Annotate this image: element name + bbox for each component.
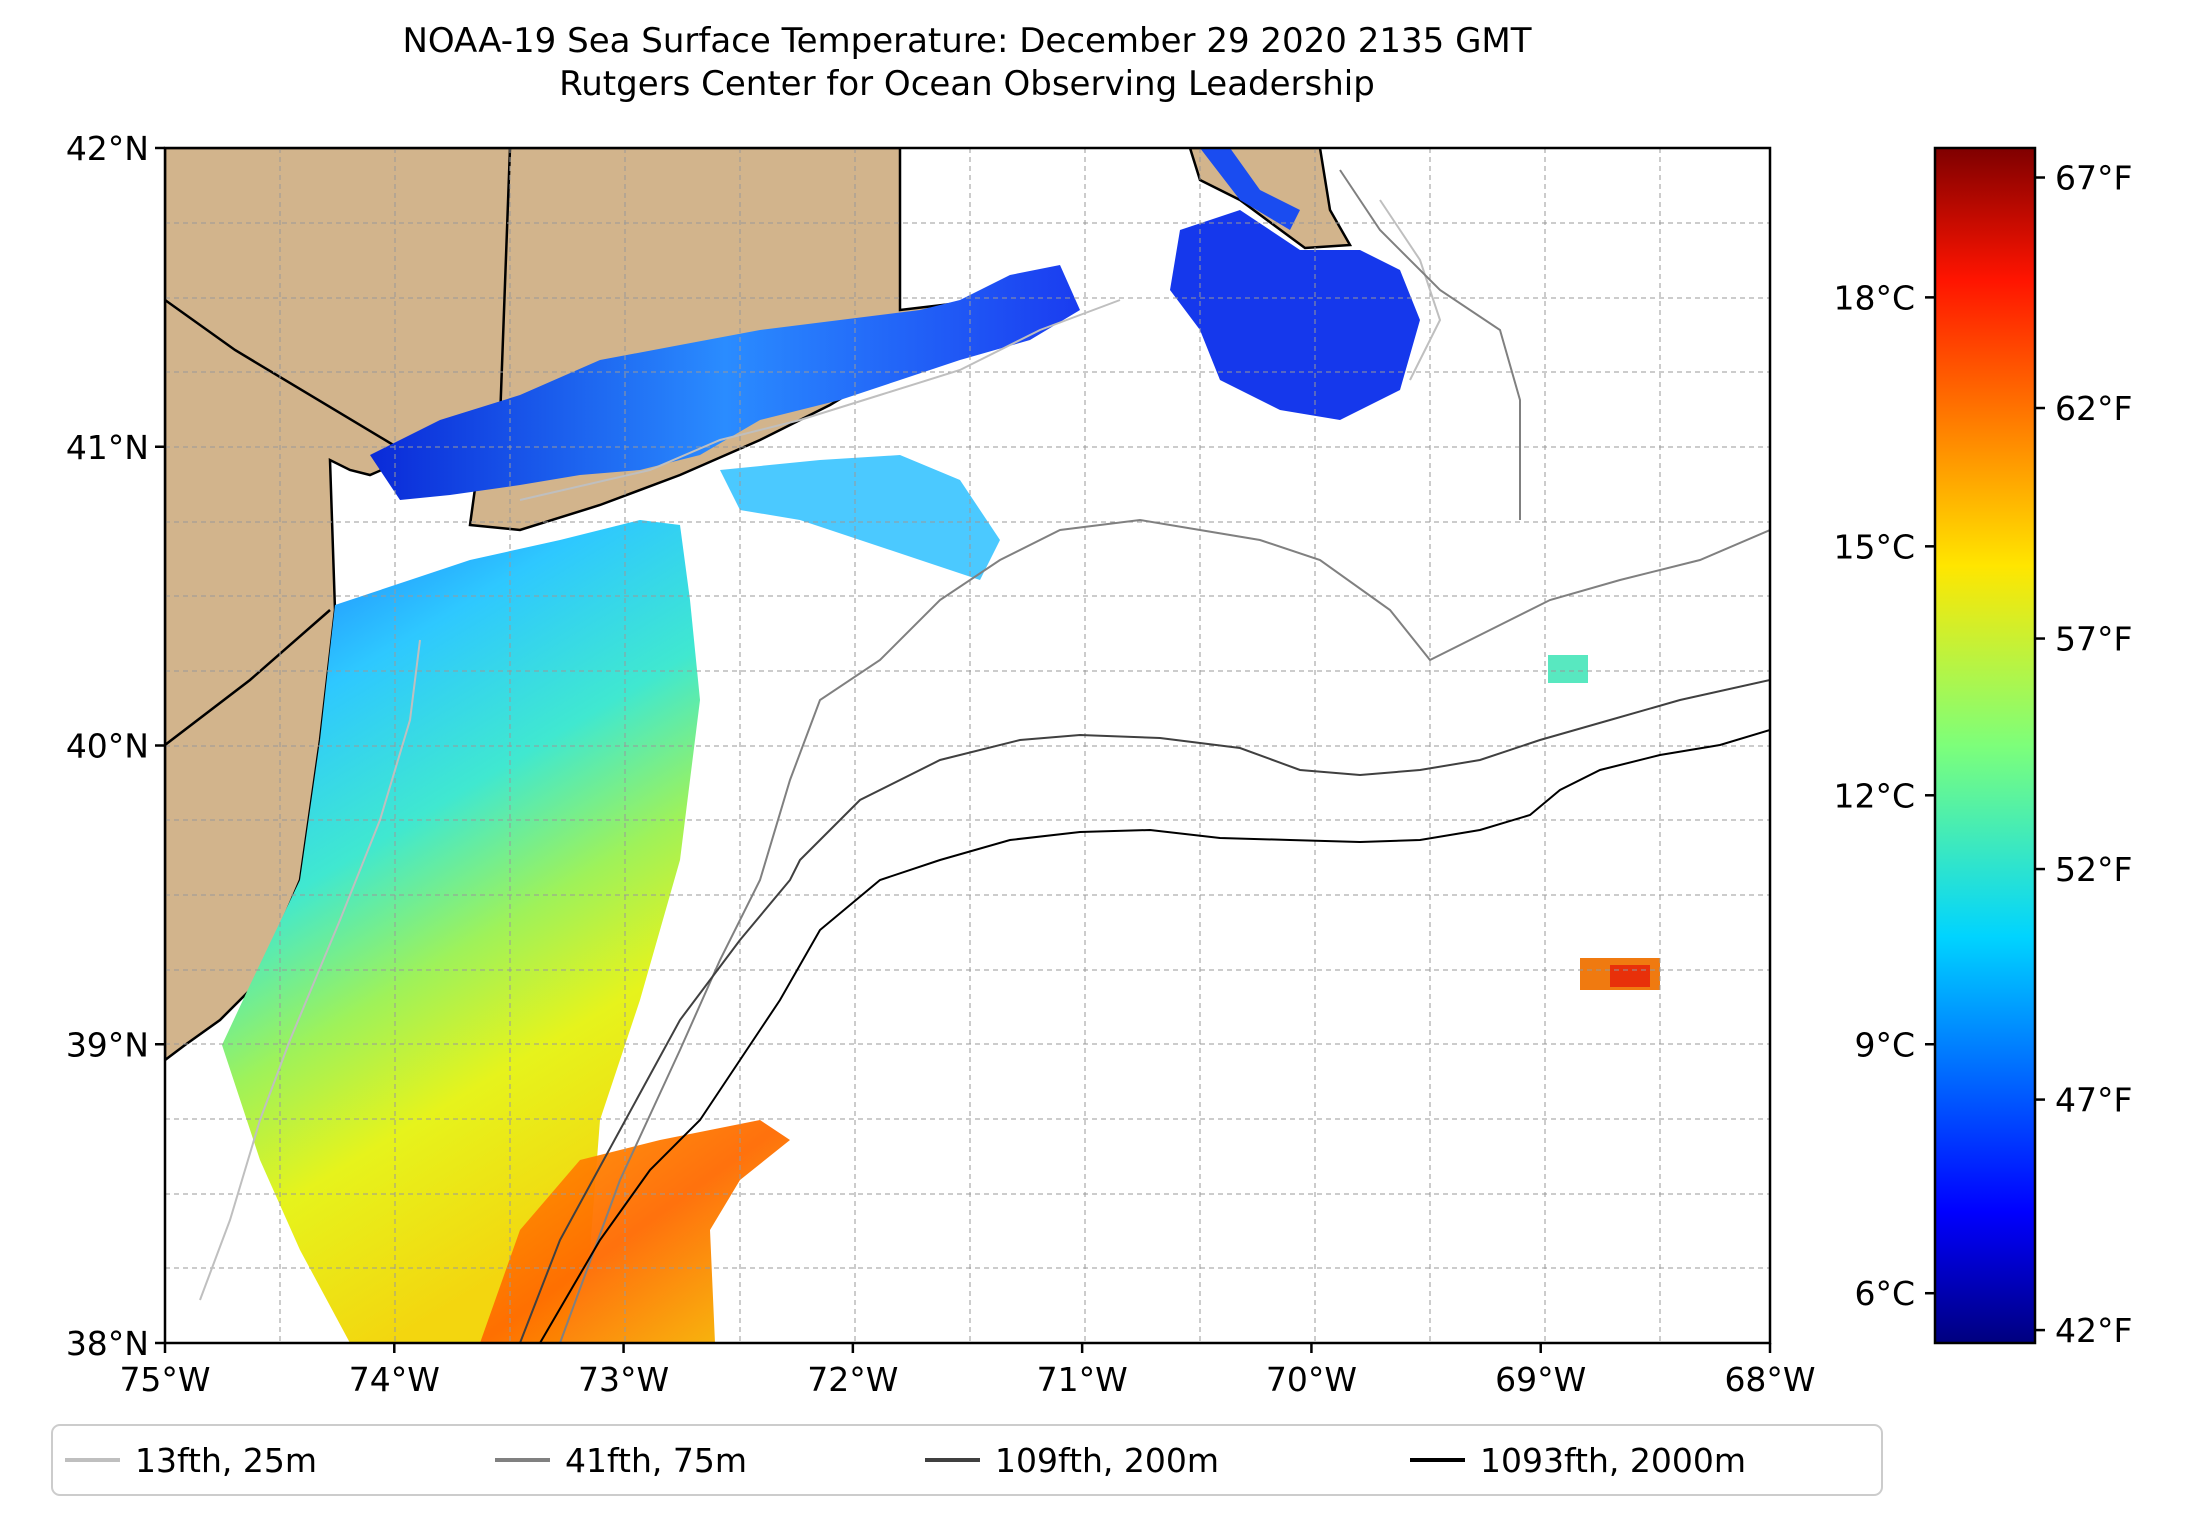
sst-long-island-band <box>370 265 1080 500</box>
sst-warm-water <box>480 1120 790 1343</box>
isobath-200m <box>519 679 1770 1343</box>
celsius-tick-label: 15°C <box>1833 527 1915 566</box>
fahrenheit-tick-label: 67°F <box>2055 159 2132 198</box>
x-tick-label: 69°W <box>1495 1360 1586 1399</box>
y-tick-label: 38°N <box>66 1324 149 1363</box>
legend-label-200m: 109fth, 200m <box>995 1441 1219 1480</box>
fahrenheit-tick-label: 52°F <box>2055 850 2132 889</box>
celsius-tick-label: 18°C <box>1833 278 1915 317</box>
y-tick-label: 40°N <box>66 727 149 766</box>
legend-label-2000m: 1093fth, 2000m <box>1480 1441 1746 1480</box>
legend-label-75m: 41fth, 75m <box>565 1441 747 1480</box>
gridlines <box>165 148 1770 1343</box>
isobath-75m <box>559 169 1770 1343</box>
isobath-25m <box>199 199 1442 1301</box>
legend: 13fth, 25m 41fth, 75m 109fth, 200m 1093f… <box>51 1424 1883 1496</box>
fahrenheit-tick-label: 42°F <box>2055 1311 2132 1350</box>
colorbar <box>1933 146 2037 1345</box>
fahrenheit-tick-label: 62°F <box>2055 389 2132 428</box>
sst-shelf-swath <box>222 520 700 1343</box>
sst-offshore-band <box>720 455 1000 580</box>
sst-patch-warm-core <box>1610 965 1650 987</box>
x-tick-label: 70°W <box>1266 1360 1357 1399</box>
isobath-2000m <box>539 729 1770 1343</box>
x-tick-label: 68°W <box>1724 1360 1815 1399</box>
colorbar-fahrenheit-axis: 42°F 47°F 52°F 57°F 62°F 67°F <box>2035 159 2132 1350</box>
celsius-tick-label: 6°C <box>1854 1274 1915 1313</box>
x-tick-label: 71°W <box>1037 1360 1128 1399</box>
colorbar-celsius-axis: 6°C 9°C 12°C 15°C 18°C <box>1833 278 1935 1313</box>
title-line-1: NOAA-19 Sea Surface Temperature: Decembe… <box>402 21 1531 61</box>
x-tick-label: 72°W <box>807 1360 898 1399</box>
fahrenheit-tick-label: 57°F <box>2055 620 2132 659</box>
celsius-tick-label: 12°C <box>1833 776 1915 815</box>
celsius-tick-label: 9°C <box>1854 1025 1915 1064</box>
y-axis: 38°N 39°N 40°N 41°N 42°N <box>66 129 165 1363</box>
y-tick-label: 39°N <box>66 1025 149 1064</box>
title-line-2: Rutgers Center for Ocean Observing Leade… <box>559 64 1375 104</box>
sst-cape-cod-bay <box>1200 148 1300 230</box>
x-tick-label: 75°W <box>119 1360 210 1399</box>
fahrenheit-tick-label: 47°F <box>2055 1081 2132 1120</box>
x-tick-label: 73°W <box>578 1360 669 1399</box>
map-area[interactable] <box>165 148 1770 1343</box>
y-tick-label: 42°N <box>66 129 149 168</box>
sst-patch-east <box>1548 655 1588 683</box>
legend-label-25m: 13fth, 25m <box>135 1441 317 1480</box>
sst-buzzards-bay <box>1170 210 1420 420</box>
x-tick-label: 74°W <box>349 1360 440 1399</box>
y-tick-label: 41°N <box>66 428 149 467</box>
x-axis: 75°W 74°W 73°W 72°W 71°W 70°W 69°W 68°W <box>119 1343 1816 1399</box>
